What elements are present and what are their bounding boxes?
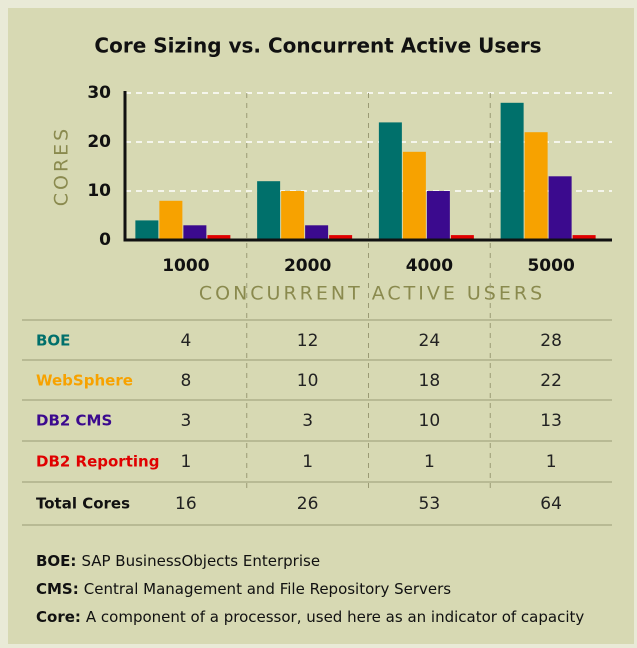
bar <box>524 132 548 240</box>
bar <box>135 220 159 240</box>
table-cell: 26 <box>297 494 319 514</box>
table-cell: 3 <box>180 411 191 431</box>
bar <box>500 102 524 240</box>
row-label: BOE <box>36 332 70 350</box>
x-tick-label: 2000 <box>284 256 331 276</box>
bar <box>548 176 572 240</box>
table-cell: 3 <box>302 411 313 431</box>
row-label: Total Cores <box>36 495 130 513</box>
note: Core: A component of a processor, used he… <box>36 608 584 626</box>
table-cell: 10 <box>297 371 319 391</box>
bar <box>329 235 353 240</box>
y-tick-label: 0 <box>99 230 111 250</box>
row-label: DB2 Reporting <box>36 453 159 471</box>
table-cell: 1 <box>424 452 435 472</box>
bar <box>257 181 281 240</box>
bar <box>402 151 426 240</box>
y-axis-label: CORES <box>51 126 73 207</box>
table-cell: 13 <box>540 411 562 431</box>
note: CMS: Central Management and File Reposito… <box>36 580 451 598</box>
y-tick-label: 30 <box>87 83 111 103</box>
table-cell: 28 <box>540 331 562 351</box>
bar <box>281 191 305 240</box>
table-cell: 18 <box>419 371 441 391</box>
table-cell: 8 <box>180 371 191 391</box>
bar <box>572 235 596 240</box>
table-cell: 16 <box>175 494 197 514</box>
panel <box>8 8 634 644</box>
note-term: Core: <box>36 608 81 626</box>
bar <box>207 235 231 240</box>
x-tick-label: 4000 <box>406 256 453 276</box>
bar <box>426 191 450 240</box>
note-term: BOE: <box>36 552 76 570</box>
table-cell: 1 <box>302 452 313 472</box>
table-cell: 10 <box>419 411 441 431</box>
table-cell: 53 <box>419 494 441 514</box>
table-cell: 24 <box>419 331 441 351</box>
table-cell: 1 <box>180 452 191 472</box>
chart-title: Core Sizing vs. Concurrent Active Users <box>94 34 541 58</box>
row-label: WebSphere <box>36 372 133 390</box>
table-cell: 1 <box>546 452 557 472</box>
table-cell: 64 <box>540 494 562 514</box>
table-cell: 4 <box>180 331 191 351</box>
note-text: A component of a processor, used here as… <box>86 608 584 626</box>
bar <box>305 225 329 240</box>
y-tick-label: 20 <box>87 132 111 152</box>
note-text: Central Management and File Repository S… <box>84 580 452 598</box>
table-cell: 12 <box>297 331 319 351</box>
bar <box>159 200 183 240</box>
note-term: CMS: <box>36 580 79 598</box>
bar <box>450 235 474 240</box>
bar <box>378 122 402 240</box>
row-label: DB2 CMS <box>36 412 112 430</box>
x-tick-label: 1000 <box>162 256 209 276</box>
note: BOE: SAP BusinessObjects Enterprise <box>36 552 320 570</box>
x-axis-label: CONCURRENT ACTIVE USERS <box>199 283 545 305</box>
table-cell: 22 <box>540 371 562 391</box>
note-text: SAP BusinessObjects Enterprise <box>81 552 320 570</box>
y-tick-label: 10 <box>87 181 111 201</box>
bar <box>183 225 207 240</box>
x-tick-label: 5000 <box>527 256 574 276</box>
